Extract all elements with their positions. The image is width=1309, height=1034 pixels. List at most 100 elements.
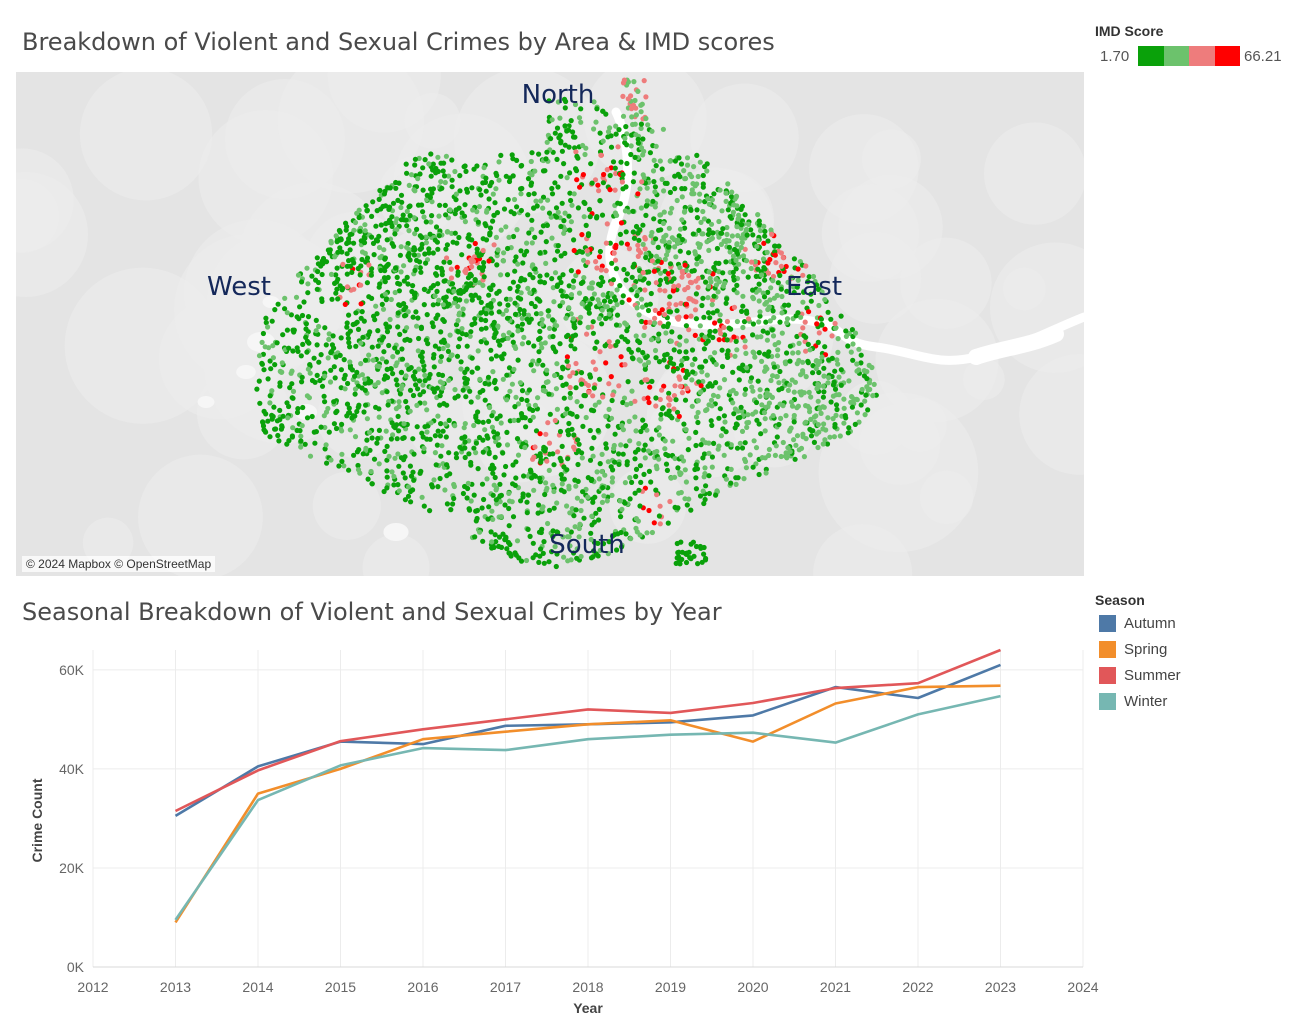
- crime-dot: [354, 408, 360, 415]
- crime-dot: [323, 409, 330, 415]
- crime-dot: [518, 207, 524, 214]
- crime-dot: [460, 387, 466, 393]
- crime-dot: [742, 212, 748, 218]
- crime-dot: [461, 213, 468, 219]
- crime-dot: [702, 334, 708, 340]
- crime-dot: [609, 397, 615, 404]
- crime-dot: [696, 379, 702, 385]
- crime-dot: [364, 255, 371, 261]
- crime-dot: [547, 325, 553, 331]
- crime-dot: [579, 232, 585, 238]
- crime-dot: [277, 383, 283, 389]
- crime-dot: [578, 370, 585, 376]
- imd-color-ramp[interactable]: [1138, 46, 1240, 66]
- crime-dot: [472, 534, 478, 540]
- crime-dot: [446, 450, 452, 456]
- crime-dot: [616, 127, 622, 133]
- crime-dot: [719, 208, 725, 214]
- crime-dot: [392, 455, 398, 461]
- map-canvas[interactable]: [16, 72, 1084, 576]
- crime-dot: [504, 315, 511, 321]
- crime-dot: [588, 530, 594, 536]
- crime-dot: [519, 162, 525, 169]
- crime-dot: [381, 247, 387, 253]
- season-legend-item-summer[interactable]: Summer: [1099, 665, 1181, 685]
- crime-dot: [307, 453, 314, 459]
- season-legend-item-spring[interactable]: Spring: [1099, 639, 1167, 659]
- crime-dot: [576, 290, 583, 296]
- crime-dot: [439, 372, 446, 378]
- crime-dot: [828, 399, 834, 405]
- map-attribution[interactable]: © 2024 Mapbox © OpenStreetMap: [22, 556, 216, 572]
- crime-dot: [544, 222, 551, 228]
- crime-dot: [721, 377, 728, 383]
- crime-dot: [591, 408, 597, 414]
- crime-dot: [261, 367, 267, 373]
- crime-dot: [352, 386, 359, 392]
- crime-dot: [622, 135, 628, 141]
- crime-dot: [761, 410, 768, 416]
- crime-dot: [666, 402, 672, 408]
- crime-dot: [482, 221, 488, 227]
- crime-dot: [733, 257, 739, 263]
- crime-dot: [756, 471, 762, 478]
- crime-dot: [468, 498, 474, 504]
- crime-dot: [642, 287, 648, 293]
- crime-dot: [734, 224, 740, 230]
- crime-dot: [818, 316, 825, 322]
- crime-dot: [546, 98, 552, 104]
- crime-dot: [707, 381, 713, 387]
- crime-dot: [815, 339, 821, 345]
- crime-dot: [574, 555, 580, 561]
- crime-dot: [756, 287, 762, 293]
- crime-dot: [731, 202, 737, 208]
- crime-dot: [705, 338, 711, 344]
- crime-dot: [578, 119, 584, 125]
- crime-dot: [346, 340, 352, 346]
- crime-dot: [554, 156, 560, 162]
- season-legend-item-winter[interactable]: Winter: [1099, 691, 1167, 711]
- crime-dot: [519, 341, 525, 347]
- crime-dot: [541, 280, 548, 286]
- crime-dot: [630, 121, 636, 128]
- crime-dot: [684, 162, 691, 168]
- crime-dot: [637, 503, 643, 509]
- crime-dot: [490, 191, 496, 197]
- crime-dot: [676, 233, 682, 239]
- crime-dot: [728, 194, 735, 200]
- crime-dot: [765, 238, 771, 244]
- crime-dot: [504, 429, 510, 435]
- crime-dot: [563, 315, 569, 321]
- crime-dot: [399, 356, 406, 362]
- crime-map[interactable]: North West East South © 2024 Mapbox © Op…: [16, 72, 1084, 576]
- crime-dot: [683, 314, 689, 320]
- crime-dot: [558, 223, 564, 230]
- crime-dot: [478, 252, 484, 258]
- season-legend-item-autumn[interactable]: Autumn: [1099, 613, 1176, 633]
- crime-dot: [624, 459, 630, 465]
- crime-dot: [671, 283, 677, 289]
- crime-dot: [657, 158, 663, 164]
- crime-dot: [369, 213, 375, 219]
- crime-dot: [643, 254, 649, 261]
- crime-dot: [774, 374, 780, 380]
- crime-dot: [299, 374, 305, 380]
- crime-dot: [426, 250, 432, 256]
- crime-dot: [642, 324, 648, 330]
- crime-dot: [483, 340, 490, 346]
- crime-dot: [512, 404, 518, 410]
- crime-dot: [608, 281, 615, 287]
- crime-dot: [525, 176, 532, 182]
- crime-dot: [573, 385, 579, 391]
- crime-dot: [744, 420, 750, 426]
- crime-dot: [833, 412, 839, 418]
- crime-dot: [554, 406, 561, 412]
- crime-dot: [661, 383, 667, 389]
- crime-dot: [416, 366, 422, 372]
- crime-dot: [661, 323, 667, 329]
- crime-dot: [620, 93, 626, 99]
- crime-dot: [355, 404, 361, 410]
- crime-dot: [388, 366, 394, 372]
- crime-dot: [637, 532, 643, 538]
